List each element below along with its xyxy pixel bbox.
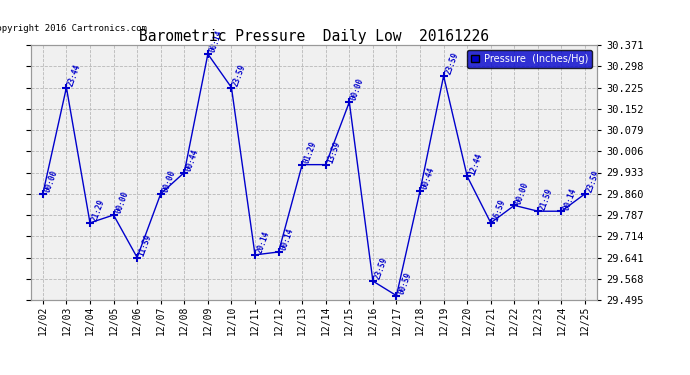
Text: 13:59: 13:59 [326,140,342,165]
Text: 00:44: 00:44 [420,166,436,191]
Text: 23:59: 23:59 [444,51,460,76]
Text: 00:14: 00:14 [208,29,224,54]
Text: 00:00: 00:00 [349,77,366,102]
Text: 00:44: 00:44 [184,148,201,172]
Title: Barometric Pressure  Daily Low  20161226: Barometric Pressure Daily Low 20161226 [139,29,489,44]
Text: 23:44: 23:44 [66,63,83,87]
Text: 11:59: 11:59 [137,233,153,258]
Text: 00:00: 00:00 [43,169,59,194]
Text: 00:00: 00:00 [161,169,177,194]
Text: 21:29: 21:29 [90,198,106,223]
Text: 00:00: 00:00 [114,190,130,215]
Text: 20:14: 20:14 [255,230,271,255]
Text: 23:59: 23:59 [373,256,389,281]
Legend: Pressure  (Inches/Hg): Pressure (Inches/Hg) [467,50,592,68]
Text: 16:59: 16:59 [491,198,507,223]
Text: 12:44: 12:44 [467,152,484,176]
Text: Copyright 2016 Cartronics.com: Copyright 2016 Cartronics.com [0,24,148,33]
Text: 01:29: 01:29 [302,140,319,165]
Text: 00:14: 00:14 [562,186,578,211]
Text: 00:59: 00:59 [397,271,413,296]
Text: 23:59: 23:59 [231,63,248,87]
Text: 21:59: 21:59 [538,186,554,211]
Text: 23:59: 23:59 [585,169,602,194]
Text: 00:14: 00:14 [279,227,295,252]
Text: 00:00: 00:00 [514,181,531,206]
